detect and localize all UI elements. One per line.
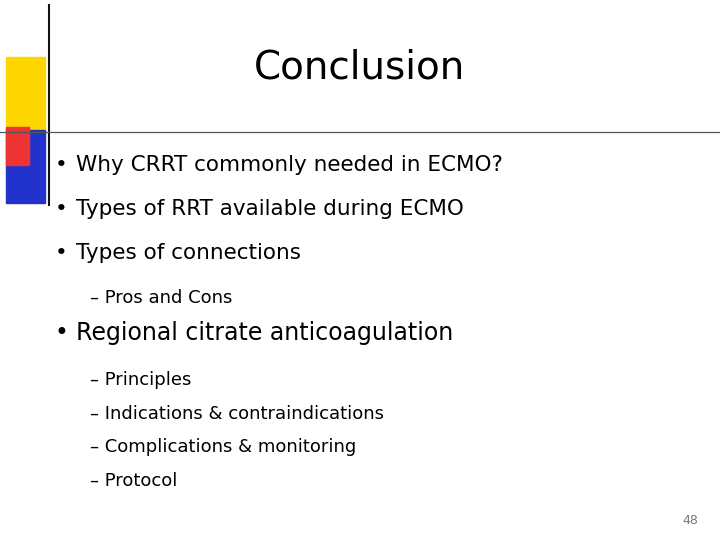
Text: – Protocol: – Protocol [90,471,177,490]
Text: •: • [55,154,68,175]
Text: – Principles: – Principles [90,371,192,389]
Text: Types of RRT available during ECMO: Types of RRT available during ECMO [76,199,464,219]
Text: •: • [55,199,68,219]
Text: •: • [54,321,68,345]
Text: – Complications & monitoring: – Complications & monitoring [90,438,356,456]
Text: Regional citrate anticoagulation: Regional citrate anticoagulation [76,321,453,345]
Text: •: • [55,243,68,264]
Text: Conclusion: Conclusion [254,49,466,86]
Text: Types of connections: Types of connections [76,243,301,264]
Text: 48: 48 [683,514,698,526]
Bar [6,57,45,130]
Bar [6,127,29,165]
Text: Why CRRT commonly needed in ECMO?: Why CRRT commonly needed in ECMO? [76,154,503,175]
Text: – Indications & contraindications: – Indications & contraindications [90,404,384,423]
Text: – Pros and Cons: – Pros and Cons [90,288,233,307]
Bar [6,130,45,202]
